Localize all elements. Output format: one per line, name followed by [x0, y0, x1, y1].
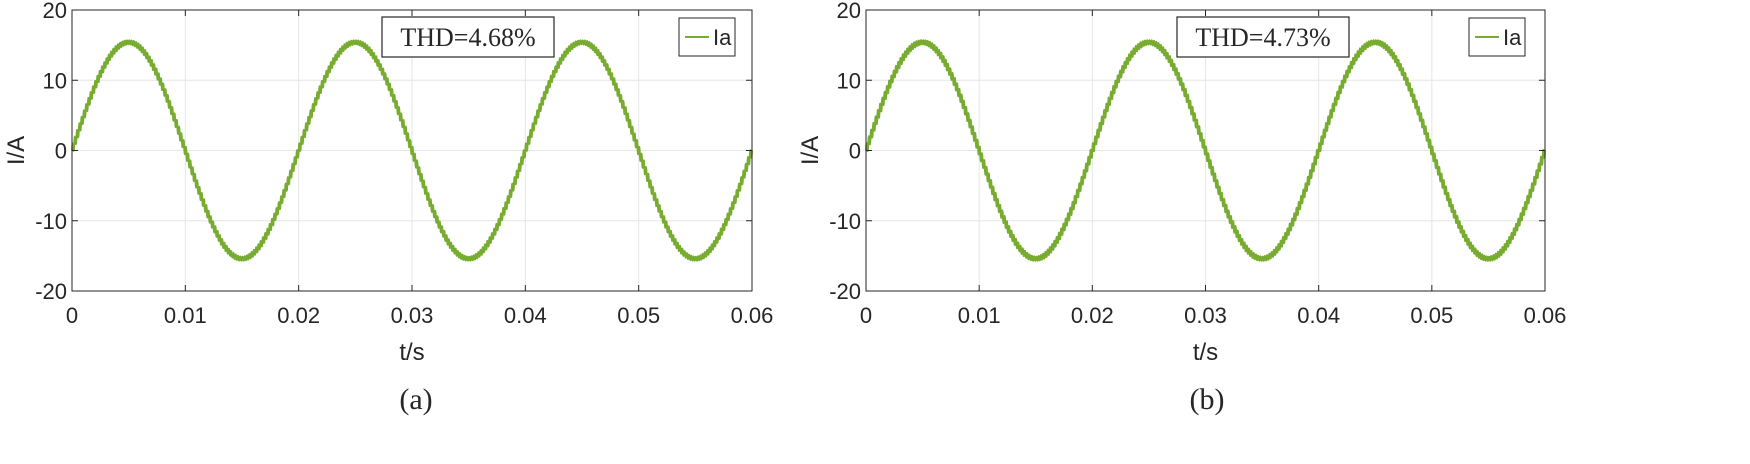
y-tick-label: 20	[43, 0, 67, 23]
x-tick-label: 0.03	[1184, 303, 1227, 328]
x-tick-label: 0	[860, 303, 872, 328]
y-tick-label: -10	[35, 209, 67, 234]
thd-annotation-box	[381, 16, 555, 58]
x-tick-label: 0.05	[1410, 303, 1453, 328]
y-tick-label: 10	[837, 68, 861, 93]
panel-caption: (b)	[1190, 383, 1225, 416]
x-tick-label: 0.05	[617, 303, 660, 328]
y-axis-label: I/A	[797, 136, 824, 165]
chart-panel-a: 0 0.01 0.02 0.03 0.04 0.05 0.06 -20 -10 0 10 20 t/s I…	[3, 0, 773, 416]
x-axis-label: t/s	[399, 339, 424, 366]
y-tick-label: 0	[849, 139, 861, 164]
series-line-ia	[71, 39, 753, 262]
thd-annotation: THD=4.68%	[400, 23, 535, 52]
x-tick-label: 0.04	[1297, 303, 1340, 328]
x-tick-label: 0.01	[958, 303, 1001, 328]
x-tick-label: 0.06	[1524, 303, 1567, 328]
y-tick-label: 20	[837, 0, 861, 23]
legend-label: Ia	[713, 25, 732, 50]
x-tick-label: 0.04	[504, 303, 547, 328]
thd-annotation: THD=4.73%	[1195, 23, 1330, 52]
y-axis-label: I/A	[3, 136, 30, 165]
x-tick-label: 0.01	[164, 303, 207, 328]
legend-label: Ia	[1503, 25, 1522, 50]
y-tick-label: -20	[829, 279, 861, 304]
y-tick-label: 10	[43, 68, 67, 93]
panel-caption: (a)	[399, 383, 432, 416]
x-tick-label: 0	[66, 303, 78, 328]
x-tick-label: 0.02	[1071, 303, 1114, 328]
x-tick-label: 0.06	[731, 303, 774, 328]
y-tick-label: -20	[35, 279, 67, 304]
chart-panel-b: 0 0.01 0.02 0.03 0.04 0.05 0.06 -20 -10 0 10 20 t/s I…	[797, 0, 1566, 416]
x-tick-label: 0.02	[277, 303, 320, 328]
x-tick-label: 0.03	[391, 303, 434, 328]
y-tick-label: -10	[829, 209, 861, 234]
x-axis-label: t/s	[1193, 339, 1218, 366]
thd-annotation-box	[1176, 16, 1350, 58]
series-line-ia	[865, 39, 1546, 262]
y-tick-label: 0	[55, 139, 67, 164]
